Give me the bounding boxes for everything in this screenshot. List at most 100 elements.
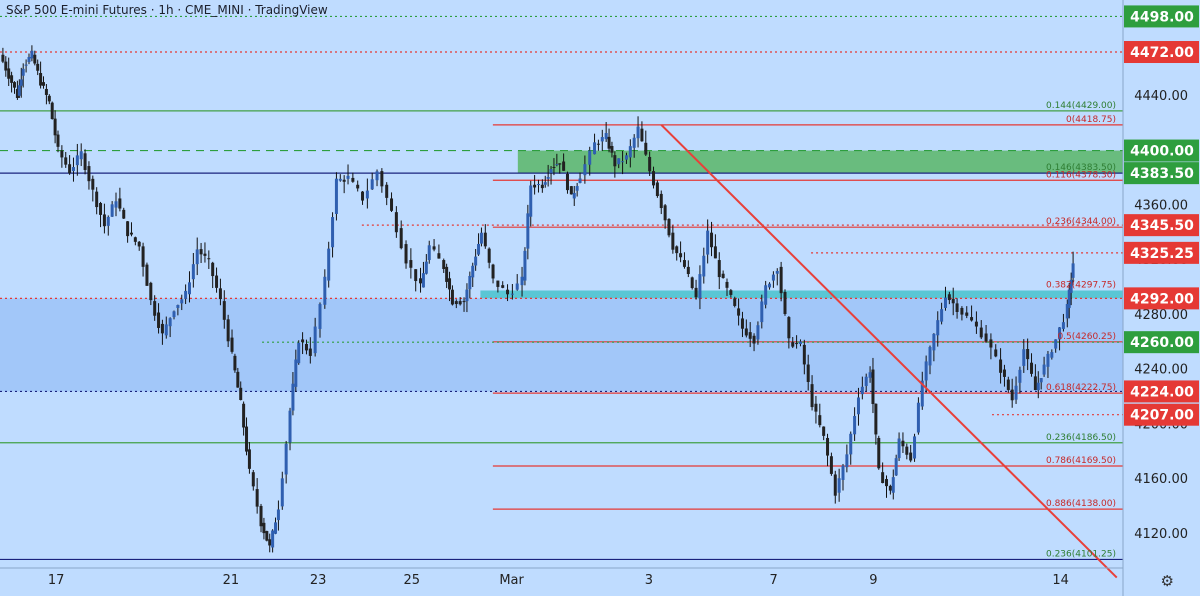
price-badge-label: 4400.00 (1130, 144, 1194, 160)
candle-body (491, 264, 495, 279)
candle-body (979, 327, 983, 338)
candle-body (471, 265, 475, 278)
candle-body (308, 348, 312, 356)
candle-body (860, 386, 864, 395)
candle-body (920, 380, 924, 407)
candle-body (655, 182, 659, 197)
candle-body (226, 319, 230, 342)
fib-label: 0.116(4378.30) (1046, 170, 1116, 180)
candle-body (546, 176, 550, 179)
candle-body (399, 228, 403, 249)
candle-body (122, 209, 126, 219)
candle-body (496, 280, 500, 287)
candle-body (42, 82, 46, 86)
candle-body (881, 472, 885, 484)
candle-body (149, 282, 153, 301)
candle-body (36, 63, 40, 71)
candle-body (141, 246, 145, 267)
candle-body (621, 161, 625, 163)
price-badge-label: 4325.25 (1130, 246, 1194, 262)
y-tick-label: 4160.00 (1134, 472, 1188, 487)
candle-body (160, 323, 164, 334)
price-badge-label: 4207.00 (1130, 408, 1194, 424)
zone-rect (0, 298, 1123, 392)
candle-body (572, 192, 576, 199)
candle-body (390, 198, 394, 211)
candle-body (445, 266, 449, 282)
fib-label: 0.236(4344.00) (1046, 217, 1116, 227)
candle-body (1002, 369, 1006, 377)
candle-body (965, 312, 969, 316)
candle-body (313, 326, 317, 354)
candle-body (523, 250, 527, 281)
candle-body (483, 232, 487, 247)
candle-body (932, 333, 936, 351)
candle-body (351, 177, 355, 182)
candle-body (191, 264, 195, 280)
candle-body (39, 72, 43, 86)
candle-body (168, 318, 172, 327)
candle-body (733, 298, 737, 306)
candle-body (901, 440, 905, 447)
candle-body (779, 266, 783, 294)
candle-body (95, 191, 99, 208)
candle-body (375, 171, 379, 181)
candle-body (47, 95, 51, 102)
candle-body (600, 137, 604, 142)
candle-body (195, 249, 199, 265)
candle-body (686, 266, 690, 275)
price-badge (1124, 331, 1199, 354)
candle-body (562, 161, 566, 171)
candle-body (1022, 349, 1026, 366)
candle-body (771, 274, 775, 281)
candle-body (24, 64, 28, 66)
candle-body (652, 171, 656, 186)
x-tick-label: 3 (645, 573, 653, 588)
candle-body (68, 164, 72, 174)
candle-body (50, 102, 54, 120)
candle-body (13, 82, 17, 88)
candle-body (19, 79, 23, 86)
candle-body (207, 258, 211, 260)
x-tick-label: 7 (769, 573, 777, 588)
candle-body (1050, 352, 1054, 358)
candle-body (970, 317, 974, 321)
candle-body (640, 128, 644, 142)
candle-body (909, 452, 913, 461)
candle-body (215, 275, 219, 288)
candle-body (1042, 364, 1046, 375)
gear-icon[interactable]: ⚙ (1160, 572, 1174, 590)
candle-body (760, 301, 764, 323)
y-tick-label: 4240.00 (1134, 363, 1188, 378)
x-tick-label: 25 (403, 573, 420, 588)
candle-body (636, 126, 640, 139)
candle-body (888, 485, 892, 491)
candle-body (346, 175, 350, 179)
candle-body (913, 436, 917, 459)
candle-body (301, 339, 305, 343)
candle-body (596, 143, 600, 145)
candle-body (288, 410, 292, 443)
candle-body (203, 253, 207, 256)
candle-body (752, 335, 756, 344)
candle-body (984, 333, 988, 342)
fib-label: 0.5(4260.25) (1057, 332, 1116, 342)
candle-body (1018, 369, 1022, 383)
candle-body (787, 317, 791, 339)
candle-body (802, 344, 806, 365)
candle-body (432, 246, 436, 250)
candle-body (829, 456, 833, 474)
candle-body (583, 164, 587, 176)
candle-body (487, 248, 491, 263)
price-badge (1124, 41, 1199, 64)
candle-body (83, 153, 87, 170)
candle-body (334, 178, 338, 214)
candle-body (218, 288, 222, 300)
candle-body (940, 309, 944, 322)
candle-body (462, 301, 466, 303)
candle-body (960, 307, 964, 315)
candle-body (1054, 339, 1058, 349)
candle-body (1, 54, 5, 62)
